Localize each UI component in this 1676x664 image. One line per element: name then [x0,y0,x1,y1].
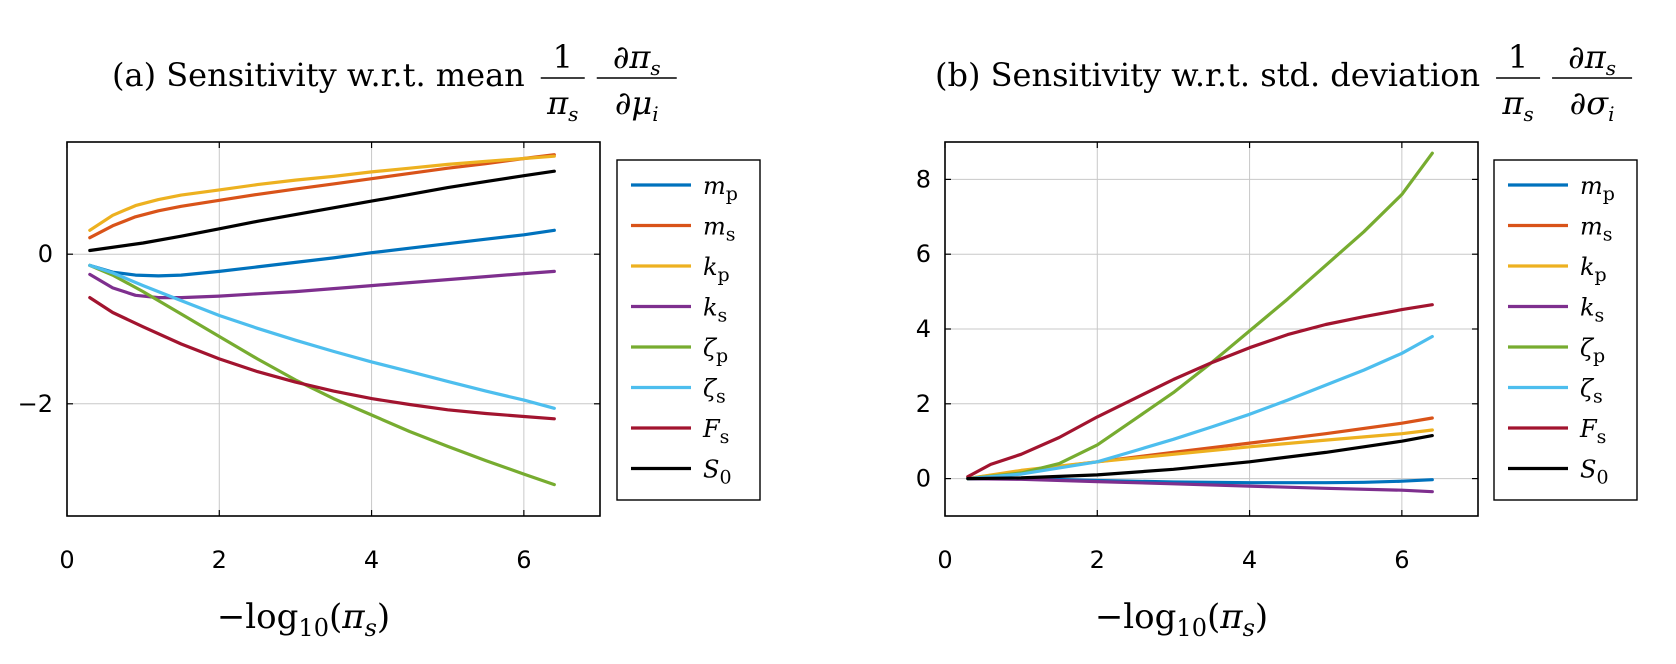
title-fraction-2: ∂πs∂μi [596,38,677,126]
title-fraction-2-numerator: ∂πs [1568,38,1616,80]
title-fraction-2-denominator: ∂σi [1570,84,1615,126]
y-tick-label: −2 [18,390,53,418]
chart-title: (a) Sensitivity w.r.t. mean [112,56,525,94]
legend-item: ζp [1508,334,1605,367]
series-line-k-p [88,154,556,232]
legend-label: ms [703,213,736,246]
legend-label: mp [1580,172,1615,205]
series-line-F-s [88,296,556,421]
title-fraction-1-numerator: 1 [1508,38,1528,76]
legend-item: ks [631,294,727,327]
legend-item: ζs [1508,375,1603,408]
ticks: 0 2 4 6 0 2 4 6 8 [916,142,1478,574]
legend-item: ks [1508,294,1604,327]
series-line-F-s [966,303,1434,479]
y-tick-label: 4 [916,315,931,343]
legend-label: ζs [703,375,726,408]
legend-label: mp [703,172,738,205]
chart-title-prefix: (b) Sensitivity w.r.t. std. deviation [935,56,1480,94]
series-line-k-s [88,269,556,300]
chart-panel-a: (a) Sensitivity w.r.t. mean 1 πs ∂πs∂μi 0 2 4 6… [18,38,761,642]
x-tick-label: 0 [937,546,952,574]
series-line-S-0 [966,434,1434,481]
series-line-ζ-s [88,263,556,410]
legend-label: ks [1580,294,1604,327]
legend-item: ζp [631,334,728,367]
x-tick-label: 2 [1090,546,1105,574]
y-tick-label: 6 [916,240,931,268]
legend-item: Fs [1508,415,1606,448]
title-fraction-1: 1 πs [1496,38,1541,126]
x-axis-label: −log10(πs) [217,597,390,642]
x-tick-label: 6 [1394,546,1409,574]
x-tick-label: 4 [1242,546,1257,574]
legend-item: S0 [631,456,732,489]
legend-item: kp [631,253,730,286]
series-line-m-s [88,153,556,240]
legend: mp ms kp ks ζp ζs Fs S0 [1493,159,1638,501]
legend-box [616,159,761,501]
legend-label: ms [1580,213,1613,246]
legend-label: kp [703,253,730,286]
legend-label: Fs [1579,415,1606,448]
legend-label: ζp [703,334,728,367]
grid [945,142,1478,516]
x-axis-label: −log10(πs) [1095,597,1268,642]
y-tick-label: 8 [916,165,931,193]
x-tick-label: 0 [59,546,74,574]
legend-item: S0 [1508,456,1609,489]
series-line-k-s [966,477,1434,494]
chart-title: (b) Sensitivity w.r.t. std. deviation [935,56,1480,94]
legend-label: ks [703,294,727,327]
legend-item: mp [1508,172,1615,205]
y-tick-label: 0 [38,240,53,268]
x-tick-label: 6 [516,546,531,574]
legend-label: S0 [1580,456,1609,489]
title-fraction-1-numerator: 1 [553,38,573,76]
legend-item: mp [631,172,738,205]
legend-item: ms [1508,213,1613,246]
ticks: 0 2 4 6 −2 0 [18,142,600,574]
series-group [88,153,556,487]
y-tick-label: 2 [916,390,931,418]
title-fraction-2: ∂πs∂σi [1552,38,1633,126]
x-tick-label: 2 [212,546,227,574]
grid [67,142,600,516]
legend: mp ms kp ks ζp ζs Fs S0 [616,159,761,501]
y-tick-label: 0 [916,465,931,493]
title-fraction-2-denominator: ∂μi [615,84,659,126]
title-fraction-1-denominator: πs [1501,84,1533,126]
legend-item: ζs [631,375,726,408]
series-group [966,151,1434,494]
chart-panel-b: (b) Sensitivity w.r.t. std. deviation 1 πs… [916,38,1638,642]
legend-label: ζp [1580,334,1605,367]
title-fraction-1: 1 πs [540,38,585,126]
series-line-m-p [88,228,556,278]
legend-box [1493,159,1638,501]
legend-label: S0 [703,456,732,489]
legend-label: ζs [1580,375,1603,408]
chart-title-prefix: (a) Sensitivity w.r.t. mean [112,56,525,94]
title-fraction-2-numerator: ∂πs [613,38,661,80]
series-line-ζ-p [88,263,556,487]
legend-item: Fs [631,415,729,448]
legend-item: ms [631,213,736,246]
x-tick-label: 4 [364,546,379,574]
plot-frame [66,141,601,517]
series-line-ζ-s [966,334,1434,481]
title-fraction-1-denominator: πs [546,84,578,126]
series-line-S-0 [88,169,556,253]
legend-label: Fs [702,415,729,448]
legend-item: kp [1508,253,1607,286]
legend-label: kp [1580,253,1607,286]
